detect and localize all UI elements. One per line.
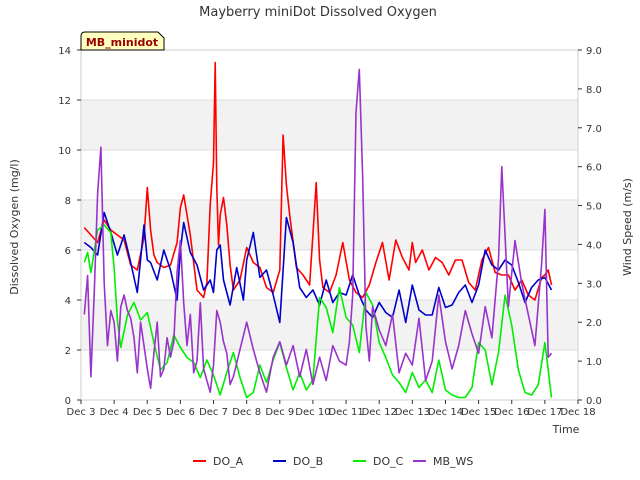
legend-label: MB_WS [433, 455, 473, 468]
x-tick-label: Dec 17 [527, 407, 562, 418]
grid-band [81, 350, 578, 400]
y-tick-label: 8 [65, 196, 71, 207]
x-tick-label: Dec 13 [395, 407, 430, 418]
chart-title: Mayberry miniDot Dissolved Oxygen [199, 5, 437, 20]
x-tick-label: Dec 18 [560, 407, 595, 418]
x-tick-label: Dec 12 [362, 407, 397, 418]
series-line-mb-ws [83, 68, 553, 394]
y-axis-left: 0 2 4 6 8 10 12 14 [58, 46, 81, 407]
y-tick-label: 10 [58, 146, 71, 157]
y-axis-label: Dissolved Oxygen (mg/l) [8, 159, 21, 294]
y-tick-label: 12 [58, 96, 71, 107]
legend-item: DO_B [273, 455, 323, 468]
x-tick-label: Dec 14 [428, 407, 463, 418]
y2-tick-label: 1.0 [586, 357, 602, 368]
legend-item: DO_C [353, 455, 404, 468]
legend-label: DO_B [293, 455, 323, 468]
series-line-do-c [83, 224, 553, 399]
x-axis: Dec 3 Dec 4 Dec 5 Dec 6 Dec 7 Dec 8 Dec 9 Dec 1… [67, 400, 596, 418]
y2-tick-label: 5.0 [586, 202, 602, 213]
legend-item: DO_A [193, 455, 244, 468]
y2-tick-label: 6.0 [586, 163, 602, 174]
legend-label: DO_A [213, 455, 244, 468]
series-lines [83, 61, 553, 399]
y-tick-label: 0 [65, 396, 71, 407]
legend: DO_A DO_B DO_C MB_WS [193, 455, 473, 468]
grid-band [81, 150, 578, 200]
x-tick-label: Dec 11 [328, 407, 363, 418]
y-tick-label: 14 [58, 46, 71, 57]
y2-tick-label: 3.0 [586, 279, 602, 290]
y2-tick-label: 9.0 [586, 46, 602, 57]
x-tick-label: Dec 3 [67, 407, 96, 418]
legend-label: DO_C [373, 455, 404, 468]
x-tick-label: Dec 5 [133, 407, 162, 418]
x-tick-label: Dec 10 [295, 407, 330, 418]
grid-band [81, 200, 578, 250]
plot-frame [80, 49, 579, 401]
grid-band [81, 100, 578, 150]
site-badge-label: MB_minidot [86, 36, 158, 49]
background-bands [81, 50, 578, 401]
site-badge: MB_minidot [80, 31, 165, 51]
x-tick-label: Dec 9 [265, 407, 294, 418]
y-tick-label: 4 [65, 296, 71, 307]
x-tick-label: Dec 7 [199, 407, 228, 418]
y2-tick-label: 7.0 [586, 124, 602, 135]
y-axis-right: 0.0 1.0 2.0 3.0 4.0 5.0 6.0 7.0 8.0 9.0 [578, 46, 602, 407]
x-axis-label: Time [552, 423, 580, 436]
y2-tick-label: 0.0 [586, 396, 602, 407]
y2-axis-label: Wind Speed (m/s) [621, 178, 634, 276]
x-tick-label: Dec 6 [166, 407, 195, 418]
x-tick-label: Dec 4 [100, 407, 129, 418]
legend-item: MB_WS [413, 455, 473, 468]
x-tick-label: Dec 15 [461, 407, 496, 418]
x-tick-label: Dec 16 [494, 407, 529, 418]
y2-tick-label: 4.0 [586, 240, 602, 251]
grid-band [81, 50, 578, 100]
y-tick-label: 2 [65, 346, 71, 357]
series-line-do-b [83, 211, 553, 324]
y2-tick-label: 8.0 [586, 85, 602, 96]
y-tick-label: 6 [65, 246, 71, 257]
y2-tick-label: 2.0 [586, 318, 602, 329]
x-tick-label: Dec 8 [232, 407, 261, 418]
